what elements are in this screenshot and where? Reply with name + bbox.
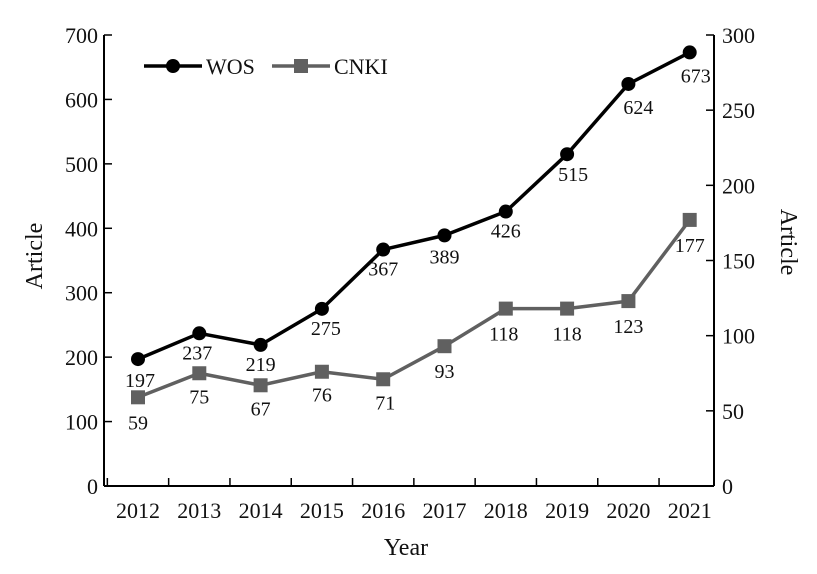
wos-point [253, 337, 268, 352]
x-tick-label: 2012 [116, 498, 160, 523]
wos-data-label: 275 [311, 318, 341, 340]
y-tick-label: 300 [65, 281, 98, 306]
wos-point [621, 76, 636, 91]
cnki-data-label: 93 [435, 361, 455, 383]
cnki-point [314, 364, 329, 379]
y2-tick-label: 0 [722, 474, 733, 499]
wos-legend-marker [166, 59, 180, 73]
y-tick-label: 100 [65, 410, 98, 435]
cnki-point [682, 212, 697, 227]
wos-point [314, 301, 329, 316]
x-tick-label: 2020 [606, 498, 650, 523]
wos-data-label: 367 [368, 259, 398, 281]
y2-tick-label: 250 [722, 98, 755, 123]
cnki-data-label: 75 [189, 386, 209, 408]
y-tick-label: 600 [65, 87, 98, 112]
y-tick-label: 400 [65, 216, 98, 241]
wos-series-line [137, 50, 691, 361]
wos-point [560, 147, 575, 162]
cnki-data-label: 67 [251, 398, 271, 420]
x-tick-label: 2018 [484, 498, 528, 523]
y-tick-label: 0 [87, 474, 98, 499]
y2-tick-label: 200 [722, 173, 755, 198]
wos-data-label: 515 [558, 164, 588, 186]
wos-data-label: 426 [491, 221, 521, 243]
cnki-data-label: 71 [375, 392, 395, 414]
cnki-legend-label: CNKI [334, 54, 388, 79]
y2-tick-label: 50 [722, 399, 744, 424]
y2-axis-title: Article [775, 209, 801, 276]
wos-data-label: 197 [125, 370, 155, 392]
cnki-point [560, 301, 575, 316]
cnki-legend-marker [294, 59, 308, 73]
cnki-point [621, 294, 636, 309]
y2-tick-label: 300 [722, 23, 755, 48]
cnki-data-label: 118 [489, 324, 518, 346]
x-tick-label: 2017 [423, 498, 467, 523]
wos-point [376, 242, 391, 257]
wos-data-label: 389 [430, 246, 460, 268]
x-tick-label: 2013 [177, 498, 221, 523]
y2-tick-label: 100 [722, 324, 755, 349]
wos-point [192, 326, 207, 341]
wos-point [437, 228, 452, 243]
cnki-data-label: 123 [613, 316, 643, 338]
cnki-point [437, 339, 452, 354]
cnki-data-label: 177 [675, 235, 705, 257]
wos-data-label: 237 [182, 342, 212, 364]
cnki-data-label: 59 [128, 412, 148, 434]
cnki-series-line [137, 218, 692, 399]
y2-tick-label: 150 [722, 249, 755, 274]
y-tick-label: 700 [65, 23, 98, 48]
cnki-point [192, 366, 207, 381]
cnki-point [253, 378, 268, 393]
y-axis-title: Article [22, 223, 48, 290]
cnki-point [376, 372, 391, 387]
x-tick-label: 2014 [239, 498, 283, 523]
cnki-data-label: 76 [312, 385, 332, 407]
cnki-point [498, 301, 513, 316]
wos-data-label: 219 [246, 354, 276, 376]
y-tick-label: 200 [65, 345, 98, 370]
x-axis-title: Year [384, 535, 428, 561]
wos-point [131, 352, 145, 367]
wos-point [498, 204, 513, 219]
x-tick-label: 2015 [300, 498, 344, 523]
x-tick-label: 2016 [361, 498, 405, 523]
wos-legend-label: WOS [206, 54, 255, 79]
cnki-data-label: 118 [552, 324, 581, 346]
wos-data-label: 673 [681, 65, 711, 87]
x-tick-label: 2021 [668, 498, 712, 523]
x-tick-label: 2019 [545, 498, 589, 523]
wos-point [682, 45, 697, 60]
y-tick-label: 500 [65, 152, 98, 177]
wos-data-label: 624 [623, 97, 653, 119]
cnki-point [131, 390, 145, 405]
